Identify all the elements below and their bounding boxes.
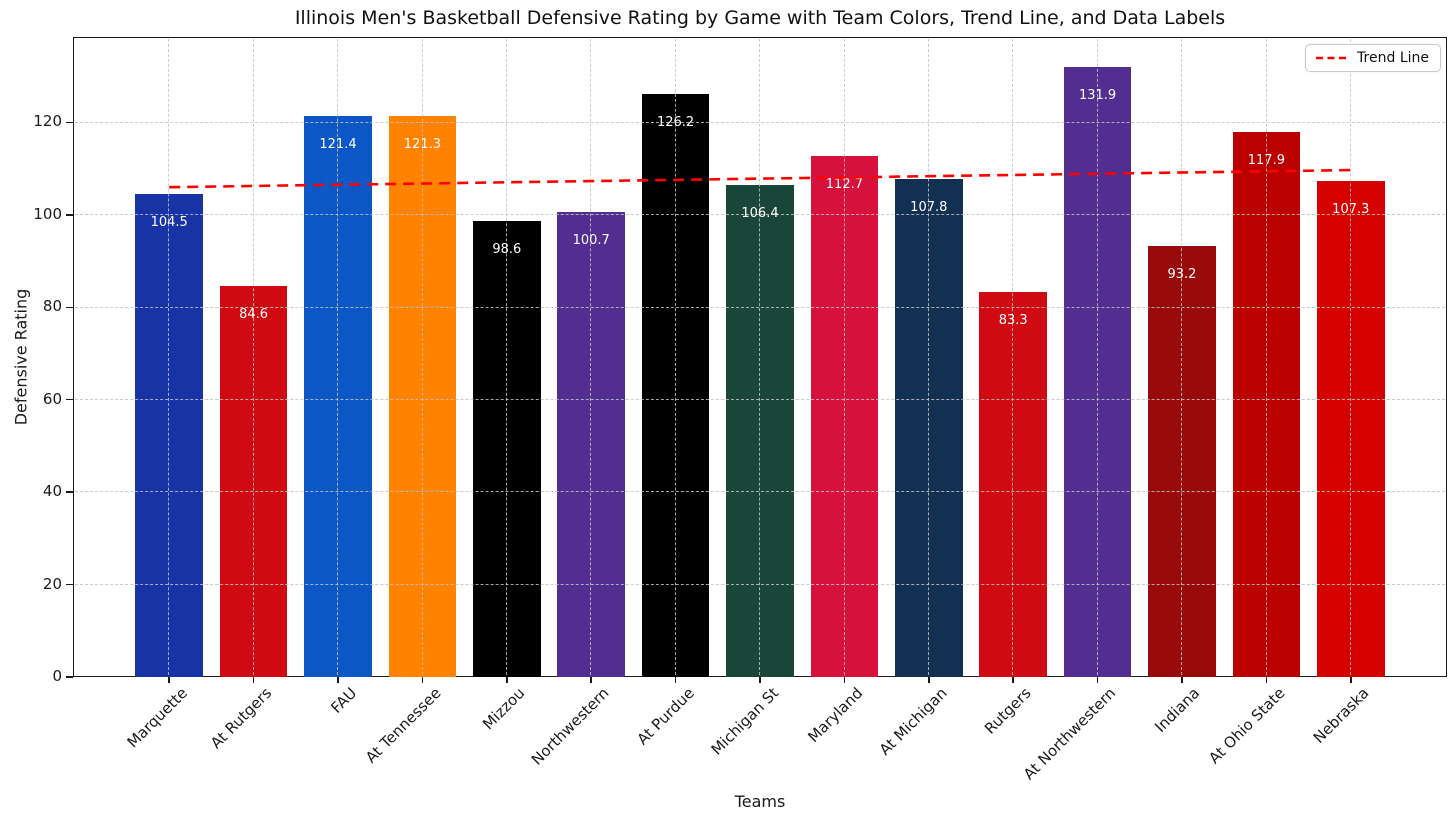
v-gridline <box>506 39 508 675</box>
x-tick-label: Rutgers <box>981 684 1035 738</box>
x-tick-label: At Ohio State <box>1204 684 1289 768</box>
x-tick <box>506 677 508 683</box>
x-tick <box>252 677 255 683</box>
y-tick <box>66 583 73 586</box>
bar-value-label: 107.8 <box>910 199 948 215</box>
x-tick <box>674 677 677 683</box>
x-tick <box>1096 677 1099 683</box>
y-tick <box>66 214 73 216</box>
bar-value-label: 104.5 <box>150 215 188 231</box>
x-tick <box>928 677 930 683</box>
x-tick-label: Indiana <box>1151 684 1204 736</box>
chart-title: Illinois Men's Basketball Defensive Rati… <box>294 7 1226 29</box>
y-tick-label: 0 <box>52 667 62 685</box>
bar-value-label: 112.7 <box>825 177 863 193</box>
bar-value-label: 121.4 <box>319 137 357 153</box>
legend-label: Trend Line <box>1357 50 1429 66</box>
bar-value-label: 100.7 <box>572 232 610 248</box>
v-gridline <box>1096 39 1098 675</box>
x-tick-label: FAU <box>326 684 360 717</box>
x-tick <box>337 677 339 683</box>
x-tick <box>1350 677 1352 683</box>
legend-trend-swatch <box>1316 56 1348 60</box>
x-tick <box>843 677 846 683</box>
y-tick <box>66 306 73 309</box>
y-tick-label: 60 <box>42 389 62 408</box>
v-gridline <box>337 39 339 675</box>
v-gridline <box>759 39 761 675</box>
x-tick-label: Mizzou <box>479 684 529 734</box>
y-tick-label: 100 <box>33 204 62 223</box>
bar-value-label: 98.6 <box>492 242 522 258</box>
x-tick <box>590 677 592 683</box>
x-tick-label: At Michigan <box>875 684 951 759</box>
bar-value-label: 126.2 <box>656 114 695 130</box>
y-tick <box>66 121 73 124</box>
v-gridline <box>843 39 845 675</box>
y-tick-label: 80 <box>42 297 62 316</box>
bar-value-label: 93.2 <box>1167 267 1197 283</box>
v-gridline <box>928 39 930 675</box>
v-gridline <box>252 39 254 675</box>
bar-value-label: 83.3 <box>998 313 1028 329</box>
legend: Trend Line <box>1305 44 1441 72</box>
y-tick <box>66 491 73 493</box>
x-tick-label: Nebraska <box>1309 684 1373 747</box>
x-tick-label: Marquette <box>123 684 191 752</box>
bar-value-label: 106.4 <box>741 206 779 222</box>
v-gridline <box>421 39 423 675</box>
y-tick-label: 120 <box>33 112 62 131</box>
bar-value-label: 121.3 <box>403 137 442 153</box>
x-tick <box>421 677 424 683</box>
x-tick-label: Maryland <box>804 684 867 746</box>
bar-value-label: 117.9 <box>1247 153 1285 169</box>
y-tick-label: 40 <box>42 482 62 501</box>
x-tick-label: At Rutgers <box>207 684 276 753</box>
v-gridline <box>1181 39 1183 675</box>
x-tick <box>759 677 761 683</box>
y-tick <box>66 676 73 678</box>
x-tick <box>1012 677 1014 683</box>
x-tick-label: At Tennessee <box>361 684 445 767</box>
y-tick <box>66 398 73 401</box>
v-gridline <box>590 39 592 675</box>
x-tick-label: At Northwestern <box>1020 684 1120 784</box>
x-tick <box>1265 677 1268 683</box>
bar-value-label: 131.9 <box>1078 88 1117 104</box>
v-gridline <box>1350 39 1352 675</box>
y-tick-label: 20 <box>42 574 62 593</box>
x-tick <box>168 677 170 683</box>
bar-value-label: 107.3 <box>1332 202 1370 218</box>
v-gridline <box>168 39 170 675</box>
x-tick-label: Northwestern <box>528 684 613 769</box>
v-gridline <box>1265 39 1267 675</box>
x-tick <box>1181 677 1183 683</box>
bar-value-label: 84.6 <box>239 307 269 323</box>
x-tick-label: Michigan St <box>707 684 782 759</box>
v-gridline <box>1012 39 1014 675</box>
x-tick-label: At Purdue <box>632 684 698 749</box>
v-gridline <box>674 39 676 675</box>
x-axis-label: Teams <box>734 792 786 811</box>
